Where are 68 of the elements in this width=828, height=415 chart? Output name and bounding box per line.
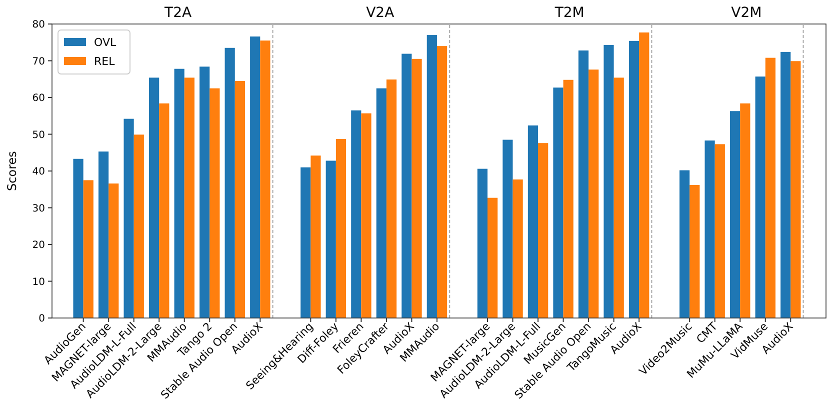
bar	[538, 143, 548, 318]
y-tick-label: 40	[32, 166, 45, 178]
bar	[740, 103, 750, 318]
bar	[512, 179, 523, 318]
text: V2M	[731, 5, 762, 21]
y-tick-label: 60	[32, 93, 45, 104]
bar	[149, 78, 160, 318]
text: T2A	[164, 5, 192, 21]
bar	[755, 76, 766, 318]
y-tick-label: 20	[32, 240, 45, 251]
bar	[234, 80, 245, 318]
text: T2M	[554, 5, 584, 21]
bar	[174, 68, 184, 318]
bar	[260, 40, 270, 318]
bar	[361, 113, 372, 318]
y-tick-label: 0	[38, 314, 45, 324]
bar	[704, 140, 715, 318]
bar	[578, 50, 589, 318]
bar	[477, 168, 488, 318]
bar	[98, 152, 109, 318]
bar	[224, 48, 235, 318]
bar	[553, 88, 564, 318]
bar	[790, 61, 801, 318]
y-tick-label: 80	[32, 20, 45, 30]
bar	[436, 46, 448, 318]
bar	[488, 198, 498, 318]
bar	[351, 110, 362, 318]
bar	[300, 167, 311, 318]
bar	[376, 88, 386, 318]
bar	[184, 78, 194, 318]
bar	[628, 40, 640, 318]
y-tick-label: 70	[32, 56, 45, 68]
bar	[412, 58, 422, 318]
legend-label: REL	[94, 54, 116, 68]
bar	[679, 170, 690, 318]
y-tick-label: 10	[32, 276, 45, 288]
y-axis-title: Scores	[5, 151, 19, 191]
bar	[614, 78, 624, 318]
bar	[714, 144, 725, 318]
bar	[563, 80, 574, 318]
bar	[730, 111, 740, 318]
text: V2A	[366, 5, 395, 21]
bar	[108, 183, 119, 318]
bar	[780, 52, 791, 318]
bar	[336, 139, 346, 318]
bar	[210, 88, 220, 318]
bar	[159, 103, 170, 318]
bar	[326, 160, 336, 318]
bar	[588, 70, 599, 318]
bar	[200, 66, 210, 318]
y-tick-label: 50	[32, 130, 45, 141]
bar	[502, 140, 513, 318]
bar	[765, 58, 776, 318]
bar	[310, 156, 321, 318]
legend-label: OVL	[94, 36, 117, 49]
bar	[402, 54, 412, 318]
bar	[690, 184, 700, 318]
bar	[124, 118, 134, 318]
bar	[134, 134, 144, 318]
bar	[528, 125, 538, 318]
bar	[250, 36, 260, 318]
bar	[83, 180, 94, 318]
bar	[604, 44, 614, 318]
bar	[639, 32, 650, 318]
y-tick-label: 30	[32, 203, 45, 214]
bar	[73, 158, 84, 318]
bar	[426, 35, 437, 318]
bar	[386, 79, 397, 318]
